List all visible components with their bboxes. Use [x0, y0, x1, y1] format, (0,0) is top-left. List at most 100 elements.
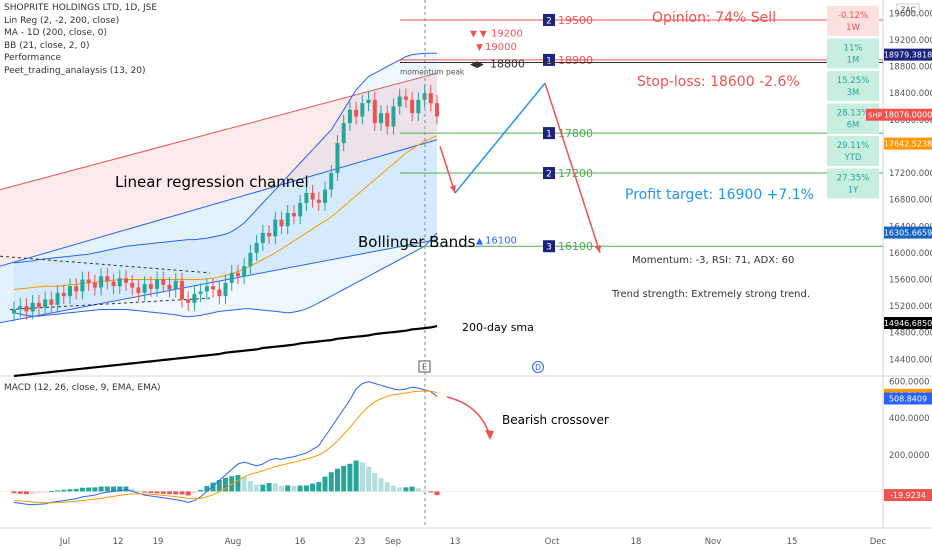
down-marker: ▼	[476, 43, 483, 53]
macd-histogram-bar	[434, 491, 440, 496]
price-tag-label: 17642.5238	[884, 140, 932, 149]
candle-body	[435, 103, 439, 117]
candle-body	[366, 99, 371, 104]
candle-body	[155, 279, 160, 289]
candle-body	[99, 276, 104, 288]
dividend-badge	[532, 361, 544, 373]
candle-body	[267, 232, 272, 237]
macd-histogram-bar	[30, 491, 36, 494]
macd-histogram-bar	[254, 484, 260, 492]
macd-histogram-bar	[353, 460, 359, 492]
candle-body	[385, 113, 390, 127]
macd-histogram-bar	[160, 491, 166, 494]
price-tick: 18000.0000	[889, 116, 932, 126]
macd-tick: 200.0000	[889, 451, 930, 461]
macd-histogram-bar	[247, 481, 253, 492]
macd-price-tag-label: 508.8409	[889, 394, 927, 403]
macd-histogram-bar	[316, 482, 322, 492]
time-tick: Aug	[225, 537, 242, 547]
candle-body	[223, 282, 228, 297]
level-badge	[543, 240, 555, 253]
macd-price-tag	[884, 392, 932, 405]
macd-histogram-bar	[322, 476, 328, 492]
candle-body	[136, 287, 141, 293]
candle-body	[36, 302, 41, 308]
macd-histogram-bar	[210, 482, 216, 492]
price-tick: 16800.0000	[889, 196, 932, 206]
performance-period: 1W	[846, 23, 860, 33]
annotation-bollinger: Bollinger Bands	[358, 233, 476, 251]
performance-pct: 11%	[844, 44, 863, 54]
candle-body	[329, 173, 334, 190]
candle-body	[117, 278, 122, 287]
bollinger-upper	[13, 52, 437, 264]
performance-period: 1Y	[848, 186, 859, 196]
macd-histogram-bar	[229, 476, 235, 492]
macd-histogram-bar	[310, 483, 316, 492]
legend-indicator[interactable]: BB (21, close, 2, 0)	[4, 40, 90, 51]
dividend-badge-label: D	[535, 363, 541, 372]
macd-tick: 600.0000	[889, 378, 930, 388]
time-tick: Nov	[705, 537, 722, 547]
macd-legend[interactable]: MACD (12, 26, close, 9, EMA, EMA)	[4, 383, 161, 393]
candle-body	[335, 143, 340, 174]
performance-pct: -0.12%	[838, 11, 868, 21]
macd-histogram-bar	[61, 489, 67, 492]
legend-indicator[interactable]: MA - 1D (200, close, 0)	[4, 28, 107, 38]
performance-period: 1M	[847, 56, 860, 66]
macd-histogram-bar	[73, 488, 79, 492]
price-tag-label: 14946.6850	[884, 319, 932, 328]
symbol-tag	[866, 108, 884, 121]
annotation-stop-loss: Stop-loss: 18600 -2.6%	[637, 74, 800, 90]
price-tick: 16000.0000	[889, 249, 932, 259]
legend-indicator[interactable]: Lin Reg (2, -2, 200, close)	[4, 15, 120, 26]
price-tag	[884, 226, 932, 239]
time-tick: 15	[787, 537, 798, 547]
time-tick: Dec	[870, 537, 887, 547]
candle-body	[391, 106, 396, 127]
macd-histogram-bar	[117, 486, 123, 492]
macd-histogram-bar	[266, 483, 272, 492]
candle-body	[291, 212, 296, 217]
macd-histogram-bar	[67, 489, 73, 492]
macd-histogram-bar	[372, 473, 378, 492]
down-marker: ▼ ▼	[470, 30, 487, 40]
candle-body	[217, 289, 222, 297]
candle-body	[173, 280, 178, 290]
macd-tick: 400.0000	[889, 414, 930, 424]
macd-histogram-bar	[191, 491, 197, 494]
level-label: 17200	[558, 167, 593, 180]
candle-body	[30, 302, 35, 312]
macd-histogram-bar	[48, 491, 54, 493]
time-tick: Sep	[385, 537, 401, 547]
legend-indicator[interactable]: Peet_trading_analaysis (13, 20)	[4, 65, 146, 76]
level-label: 16100	[558, 240, 593, 253]
macd-histogram-bar	[23, 491, 29, 495]
macd-histogram-bar	[409, 486, 415, 492]
candle-body	[347, 109, 352, 124]
macd-histogram-bar	[297, 485, 303, 492]
macd-histogram-bar	[167, 491, 173, 495]
candle-body	[211, 286, 216, 290]
performance-pct: 28.13%	[837, 109, 869, 119]
candle-body	[167, 284, 172, 290]
macd-histogram-bar	[303, 485, 309, 492]
candle-body	[285, 212, 290, 227]
forecast-arrow-up	[454, 82, 546, 194]
bollinger-fill	[14, 53, 437, 317]
legend-title: SHOPRITE HOLDINGS LTD, 1D, JSE	[4, 3, 158, 13]
candle-body	[18, 306, 23, 310]
annotation-stats: Momentum: -3, RSI: 71, ADX: 60	[632, 255, 794, 266]
candle-body	[130, 282, 135, 288]
momentum-peak-label: 18800	[490, 58, 525, 71]
candle-body	[360, 103, 365, 117]
price-tick: 18800.0000	[889, 63, 932, 73]
down-marker-label: 19200	[491, 29, 523, 40]
candle-body	[316, 199, 321, 203]
annotation-opinion: Opinion: 74% Sell	[652, 10, 776, 26]
annotation-sma: 200-day sma	[462, 321, 534, 334]
macd-histogram-bar	[328, 472, 334, 492]
macd-line	[13, 381, 438, 506]
symbol-tag-label: SHP	[868, 112, 882, 120]
legend-indicator[interactable]: Performance	[4, 53, 62, 63]
